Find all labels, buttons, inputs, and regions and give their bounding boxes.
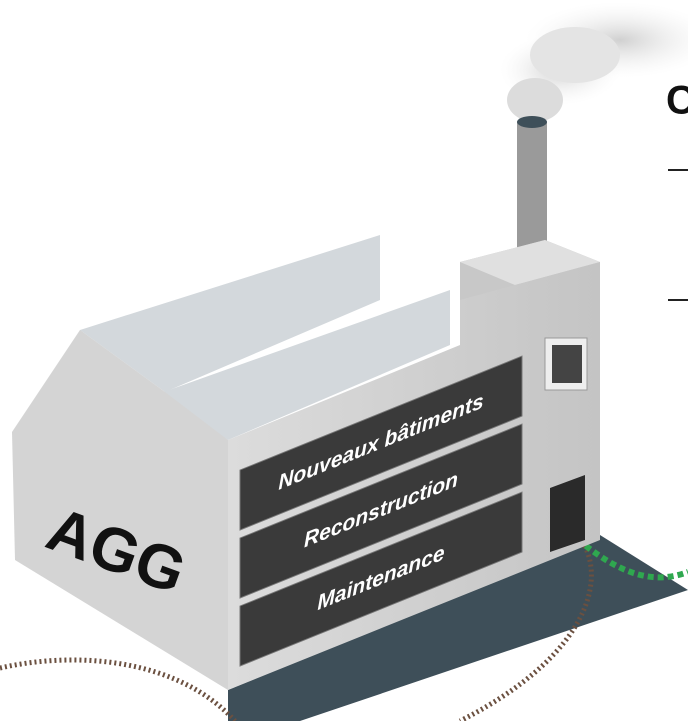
roof (80, 235, 380, 392)
chimney (517, 122, 547, 262)
door (550, 475, 585, 552)
roof (155, 290, 450, 440)
smoke (500, 2, 688, 122)
heading: C (666, 79, 688, 123)
panel (239, 355, 523, 531)
tower-top (460, 240, 600, 285)
path-dotted (0, 657, 237, 721)
chimney-top (517, 116, 547, 128)
ground-shadow (228, 535, 688, 721)
gable-wall (12, 330, 228, 690)
panel (239, 491, 523, 667)
panel (239, 423, 523, 599)
window-glass (552, 345, 582, 383)
